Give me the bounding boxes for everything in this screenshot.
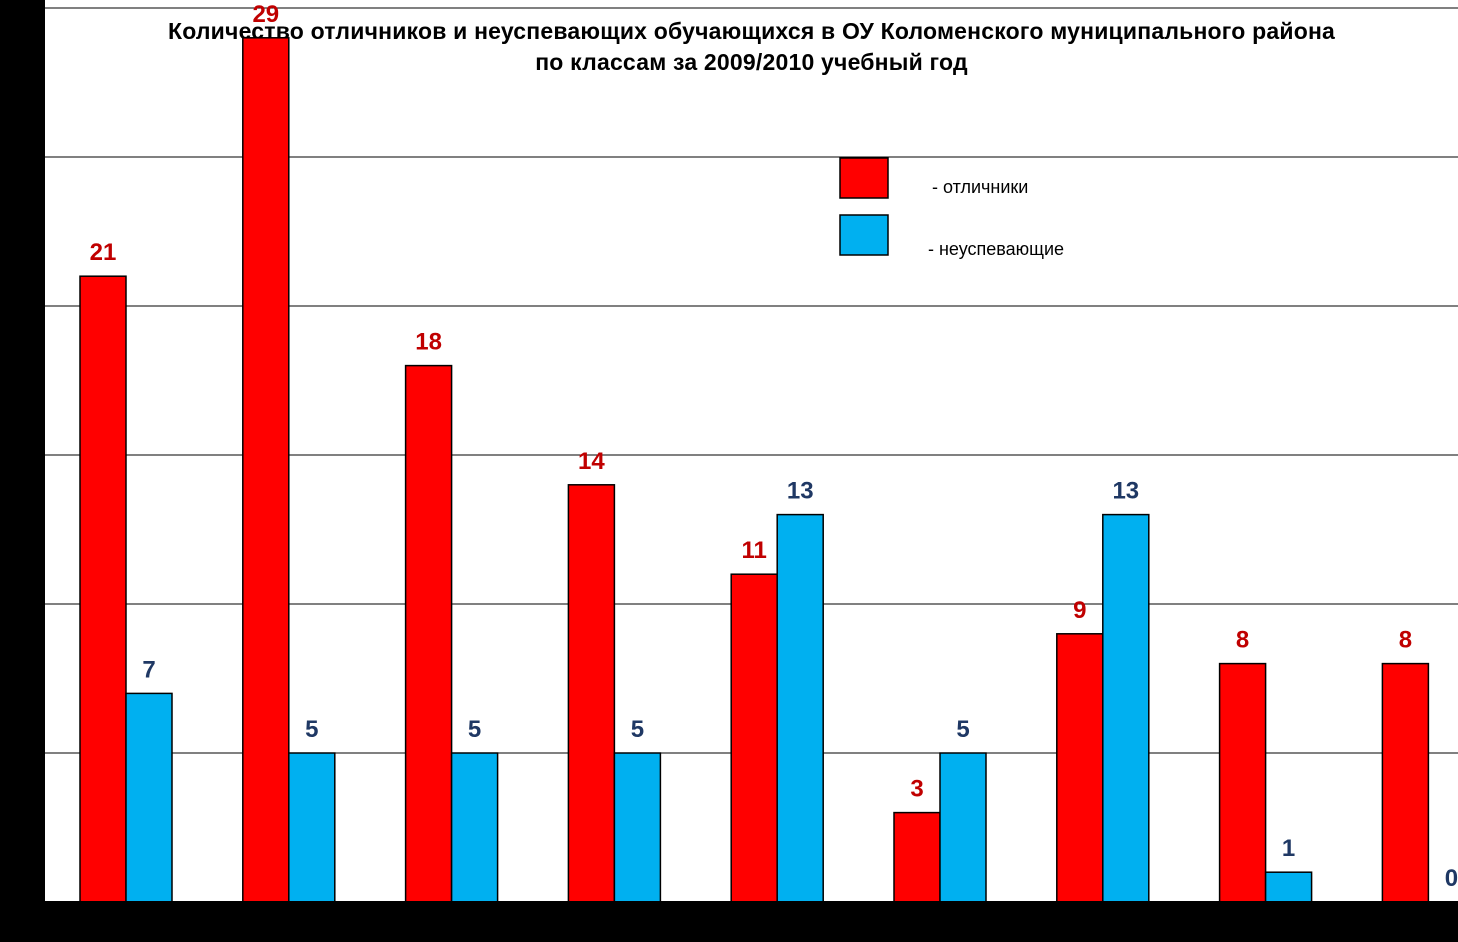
data-label-failing: 13 (787, 478, 814, 505)
bar-excellent (1381, 662, 1430, 903)
data-label-excellent: 18 (415, 329, 442, 356)
chart-title-line-1: Количество отличников и неуспевающих обу… (167, 18, 1336, 44)
data-label-failing: 5 (468, 716, 481, 743)
data-label-excellent: 8 (1236, 627, 1249, 654)
bar-excellent (1218, 662, 1267, 903)
data-label-excellent: 11 (742, 537, 767, 564)
bar-failing (939, 752, 987, 903)
bars (79, 37, 1430, 903)
x-axis (44, 901, 1458, 908)
bar-failing (776, 513, 824, 903)
bar-failing (1102, 513, 1150, 903)
chart-title-line-2: по классам за 2009/2010 учебный год (535, 49, 968, 75)
data-label-excellent: 14 (578, 448, 605, 475)
data-label-failing: 5 (631, 716, 644, 743)
legend: - отличники - неуспевающие (839, 157, 1064, 259)
bar-failing (125, 692, 173, 903)
data-label-failing: 7 (142, 656, 155, 683)
bar-failing (1264, 871, 1313, 903)
bar-excellent (404, 364, 453, 903)
legend-label-failing: - неуспевающие (928, 239, 1064, 259)
bar-excellent (730, 573, 778, 903)
legend-swatch-excellent (839, 157, 889, 199)
data-label-excellent: 9 (1073, 597, 1086, 624)
legend-label-excellent: - отличники (932, 177, 1028, 197)
data-label-excellent: 29 (252, 1, 279, 28)
bar-excellent (893, 811, 941, 903)
legend-swatch-failing (839, 214, 889, 256)
data-label-failing: 5 (305, 716, 318, 743)
data-label-failing: 1 (1282, 835, 1295, 862)
data-label-failing: 13 (1112, 478, 1139, 505)
bar-excellent (242, 37, 290, 903)
bar-failing (288, 752, 336, 903)
bar-failing (450, 752, 499, 903)
data-label-failing: 0 (1445, 865, 1458, 892)
bar-excellent (1056, 633, 1104, 903)
data-label-failing: 5 (956, 716, 969, 743)
data-label-excellent: 8 (1399, 627, 1412, 654)
data-label-excellent: 3 (910, 776, 923, 803)
bar-excellent (567, 484, 616, 903)
bar-excellent (79, 275, 127, 903)
bar-failing (613, 752, 662, 903)
data-label-excellent: 21 (90, 239, 117, 266)
